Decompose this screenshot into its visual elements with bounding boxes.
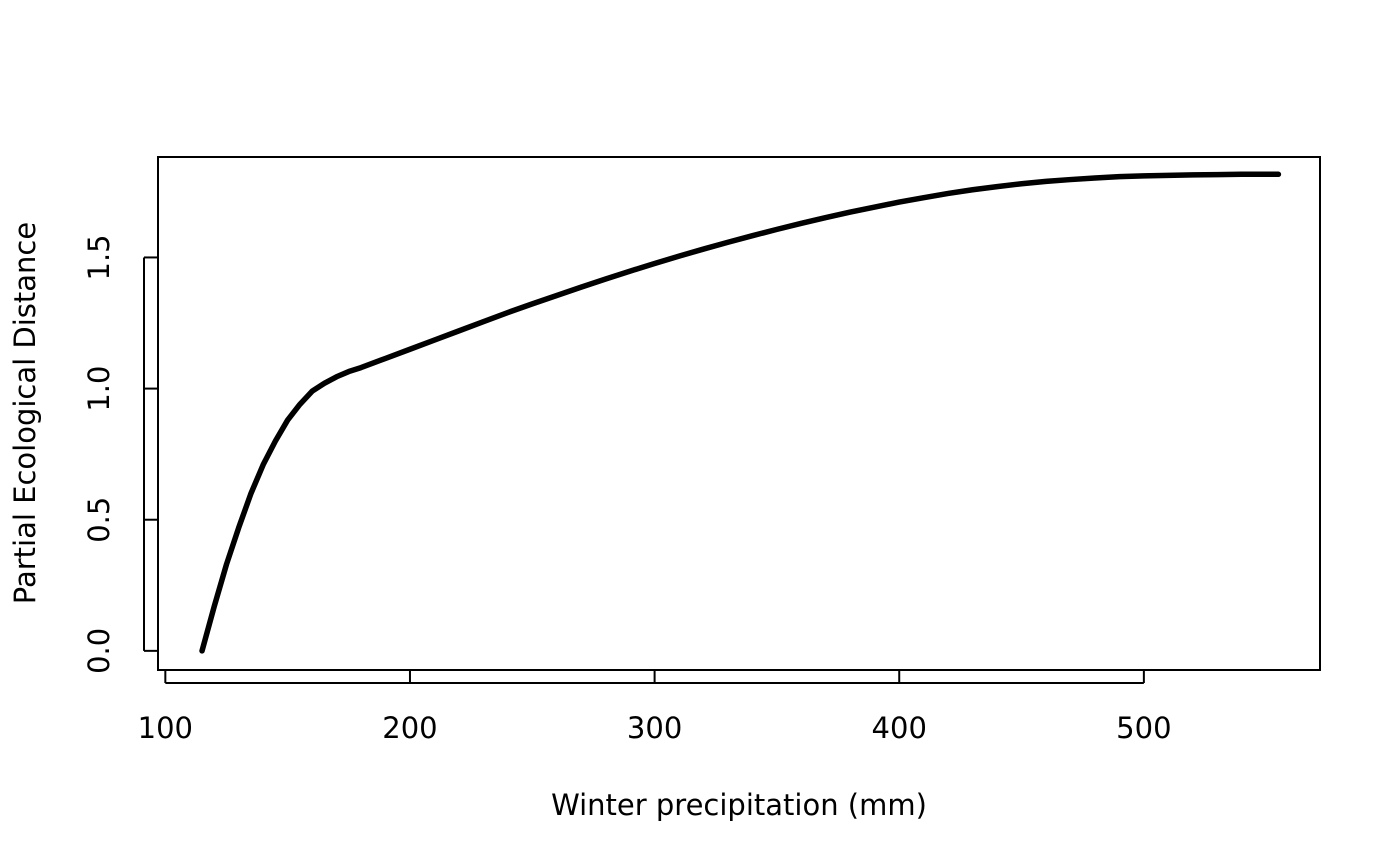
y-axis-label: Partial Ecological Distance (8, 222, 42, 604)
x-axis-label: Winter precipitation (mm) (551, 788, 927, 822)
y-tick-label: 0.0 (82, 628, 116, 674)
y-axis: 0.0 0.5 1.0 1.5 (82, 234, 158, 674)
y-tick-label: 1.0 (82, 366, 116, 412)
series-line (199, 171, 1282, 654)
x-tick-label: 500 (1116, 711, 1171, 745)
y-tick-label: 0.5 (82, 497, 116, 543)
y-tick-label: 1.5 (82, 234, 116, 280)
x-axis: 100 200 300 400 500 (138, 669, 1172, 745)
x-tick-label: 400 (872, 711, 927, 745)
x-tick-label: 100 (138, 711, 193, 745)
plot-frame (157, 156, 1321, 671)
x-tick-label: 300 (627, 711, 682, 745)
x-tick-label: 200 (382, 711, 437, 745)
